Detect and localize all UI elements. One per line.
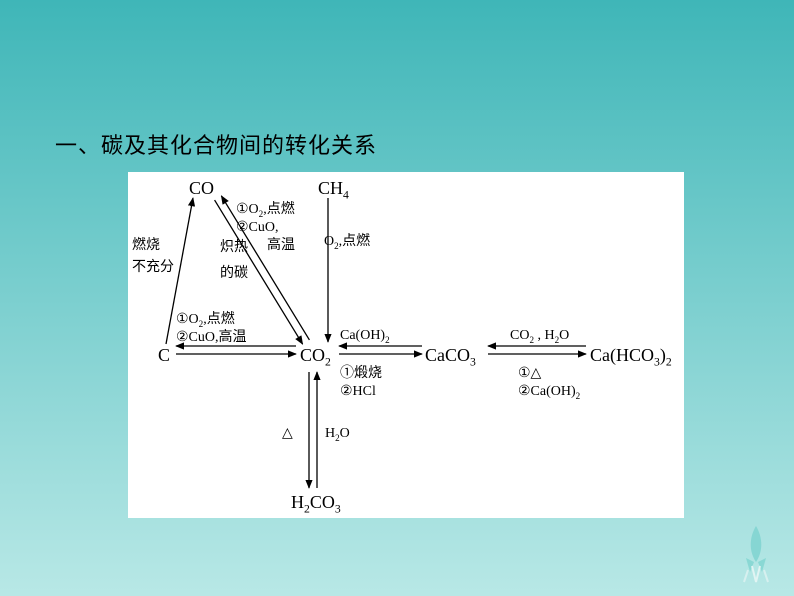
label-l18: H2O xyxy=(325,426,350,444)
label-l1: ①O2,点燃 xyxy=(236,202,295,220)
label-l7: 燃烧 xyxy=(132,238,160,255)
node-CO: CO xyxy=(189,178,214,199)
label-l12: ①煅烧 xyxy=(340,366,382,383)
node-CaHCO32: Ca(HCO3)2 xyxy=(590,345,672,369)
label-l17: △ xyxy=(282,426,293,443)
label-l9: ①O2,点燃 xyxy=(176,312,235,330)
label-l5: 的碳 xyxy=(220,266,248,283)
section-title: 一、碳及其化合物间的转化关系 xyxy=(55,128,377,160)
node-C: C xyxy=(158,345,170,366)
rocket-icon xyxy=(734,524,778,584)
label-l3: 高温 xyxy=(267,238,295,255)
label-l14: CO2 , H2O xyxy=(510,328,569,346)
label-l8: 不充分 xyxy=(132,260,174,277)
node-H2CO3: H2CO3 xyxy=(291,492,341,516)
label-l6: O2,点燃 xyxy=(324,234,370,252)
label-l10: ②CuO,高温 xyxy=(176,330,247,347)
label-l11: Ca(OH)2 xyxy=(340,328,390,346)
node-CO2: CO2 xyxy=(300,345,331,369)
slide: 一、碳及其化合物间的转化关系 CO CH4 C CO2 CaCO3 Ca(HCO3)2 H2… xyxy=(0,0,794,596)
diagram-container: COCH4CCO2CaCO3Ca(HCO3)2H2CO3①O2,点燃②CuO,高… xyxy=(128,172,684,518)
label-l15: ①△ xyxy=(518,366,541,383)
label-l13: ②HCl xyxy=(340,384,376,401)
label-l4: 炽热 xyxy=(220,240,248,257)
node-CH4: CH4 xyxy=(318,178,349,202)
label-l2: ②CuO, xyxy=(236,220,279,237)
label-l16: ②Ca(OH)2 xyxy=(518,384,580,402)
node-CaCO3: CaCO3 xyxy=(425,345,476,369)
